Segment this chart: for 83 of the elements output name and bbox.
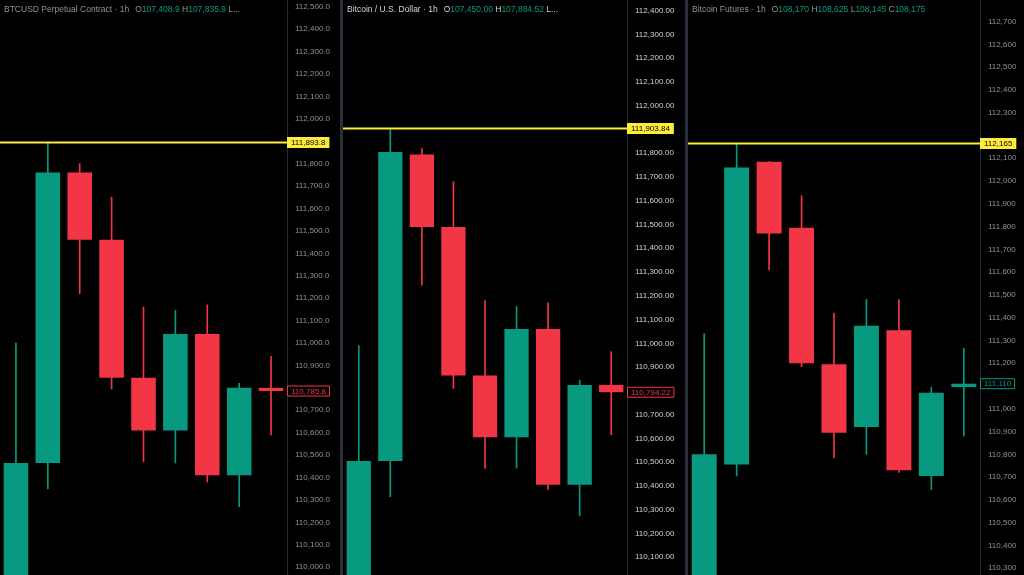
y-tick-label: 112,100.00 bbox=[635, 77, 675, 87]
y-tick-label: 110,400.00 bbox=[635, 481, 675, 491]
y-tick-label: 110,800 bbox=[988, 449, 1017, 459]
y-tick-label: 110,900 bbox=[988, 426, 1017, 436]
y-tick-label: 111,300 bbox=[988, 335, 1017, 345]
y-tick-label: 112,100 bbox=[988, 153, 1017, 163]
y-tick-label: 110,500.00 bbox=[635, 457, 675, 467]
ref-line-label: 111,903.84 bbox=[631, 124, 671, 134]
text: BTCUSD Perpetual Contract · 1h bbox=[4, 4, 130, 14]
y-tick-label: 110,600.0 bbox=[295, 427, 331, 437]
y-tick-label: 112,500 bbox=[988, 62, 1017, 72]
y-tick-label: 110,300.00 bbox=[635, 504, 675, 514]
y-tick-label: 111,500.0 bbox=[295, 226, 330, 236]
y-tick-label: 110,100.00 bbox=[635, 552, 675, 562]
y-tick-label: 110,200.00 bbox=[635, 528, 675, 538]
y-tick-label: 111,700.00 bbox=[635, 172, 675, 182]
y-tick-label: 110,700.0 bbox=[295, 405, 331, 415]
y-tick-label: 111,700.0 bbox=[295, 181, 330, 191]
y-tick-label: 112,000.00 bbox=[635, 100, 675, 110]
candlestick bbox=[258, 356, 284, 436]
y-tick-label: 111,000.00 bbox=[635, 338, 675, 348]
y-tick-label: 111,200.0 bbox=[295, 293, 330, 303]
y-tick-label: 111,900 bbox=[988, 199, 1017, 209]
y-tick-label: 111,500 bbox=[988, 290, 1017, 300]
y-tick-label: 110,100.0 bbox=[295, 539, 331, 549]
y-tick-label: 112,000 bbox=[988, 176, 1017, 186]
y-tick-label: 112,700 bbox=[988, 16, 1017, 26]
y-tick-label: 110,700 bbox=[988, 472, 1017, 482]
y-tick-label: 110,900.00 bbox=[635, 362, 675, 372]
text: O108,170 H108,625 L108,145 C108,175 bbox=[771, 4, 926, 14]
y-tick-label: 112,500.0 bbox=[295, 1, 331, 11]
y-tick-label: 112,600 bbox=[988, 39, 1017, 49]
y-tick-label: 112,100.0 bbox=[295, 91, 331, 101]
candlestick bbox=[599, 351, 624, 436]
y-tick-label: 110,400 bbox=[988, 540, 1017, 550]
y-tick-label: 111,400 bbox=[988, 312, 1017, 322]
y-tick-label: 110,300 bbox=[988, 563, 1017, 573]
y-tick-label: 111,600.00 bbox=[635, 195, 675, 205]
y-tick-label: 111,100.0 bbox=[295, 315, 330, 325]
y-tick-label: 112,000.0 bbox=[295, 114, 331, 124]
y-tick-label: 112,400.00 bbox=[635, 5, 675, 15]
text: 110,794.22 bbox=[631, 387, 671, 397]
y-tick-label: 110,500.0 bbox=[295, 450, 331, 460]
y-tick-label: 111,100.00 bbox=[635, 314, 675, 324]
y-tick-label: 111,400.00 bbox=[635, 243, 675, 253]
text: O107,450.00 H107,884.52 L... bbox=[443, 4, 559, 14]
y-tick-label: 111,600 bbox=[988, 267, 1017, 277]
y-tick-label: 111,500.00 bbox=[635, 219, 675, 229]
text: Bitcoin Futures · 1h bbox=[692, 4, 766, 14]
y-tick-label: 111,600.0 bbox=[295, 203, 330, 213]
y-tick-label: 111,000.0 bbox=[295, 338, 330, 348]
y-tick-label: 111,300.0 bbox=[295, 270, 330, 280]
y-tick-label: 112,200.00 bbox=[635, 53, 675, 63]
y-tick-label: 110,500 bbox=[988, 517, 1017, 527]
y-tick-label: 111,800 bbox=[988, 221, 1017, 231]
y-tick-label: 110,400.0 bbox=[295, 472, 331, 482]
y-tick-label: 112,400.0 bbox=[295, 24, 331, 34]
y-tick-label: 112,300.0 bbox=[295, 46, 331, 56]
y-tick-label: 112,400 bbox=[988, 85, 1017, 95]
ref-line-label: 111,893.8 bbox=[291, 138, 326, 148]
text: Bitcoin / U.S. Dollar · 1h bbox=[347, 4, 438, 14]
y-tick-label: 110,000.0 bbox=[295, 562, 331, 572]
y-tick-label: 111,300.00 bbox=[635, 267, 675, 277]
text: 111,110 bbox=[984, 379, 1012, 389]
y-tick-label: 111,800.00 bbox=[635, 148, 675, 158]
y-tick-label: 112,300 bbox=[988, 107, 1017, 117]
y-tick-label: 110,600.00 bbox=[635, 433, 675, 443]
y-tick-label: 110,600 bbox=[988, 495, 1017, 505]
y-tick-label: 111,200.00 bbox=[635, 291, 675, 301]
text: O107,408.9 H107,835.9 L... bbox=[135, 4, 241, 14]
y-tick-label: 111,000 bbox=[988, 403, 1017, 413]
y-tick-label: 110,200.0 bbox=[295, 517, 331, 527]
y-tick-label: 110,300.0 bbox=[295, 495, 331, 505]
y-tick-label: 111,700 bbox=[988, 244, 1017, 254]
text: 110,785.8 bbox=[291, 386, 327, 396]
y-tick-label: 111,200 bbox=[988, 358, 1017, 368]
y-tick-label: 111,800.0 bbox=[295, 158, 330, 168]
ref-line-label: 112,165 bbox=[984, 139, 1013, 149]
y-tick-label: 111,400.0 bbox=[295, 248, 330, 258]
y-tick-label: 110,700.00 bbox=[635, 409, 675, 419]
y-tick-label: 110,900.0 bbox=[295, 360, 331, 370]
y-tick-label: 112,300.00 bbox=[635, 29, 675, 39]
y-tick-label: 112,200.0 bbox=[295, 69, 331, 79]
